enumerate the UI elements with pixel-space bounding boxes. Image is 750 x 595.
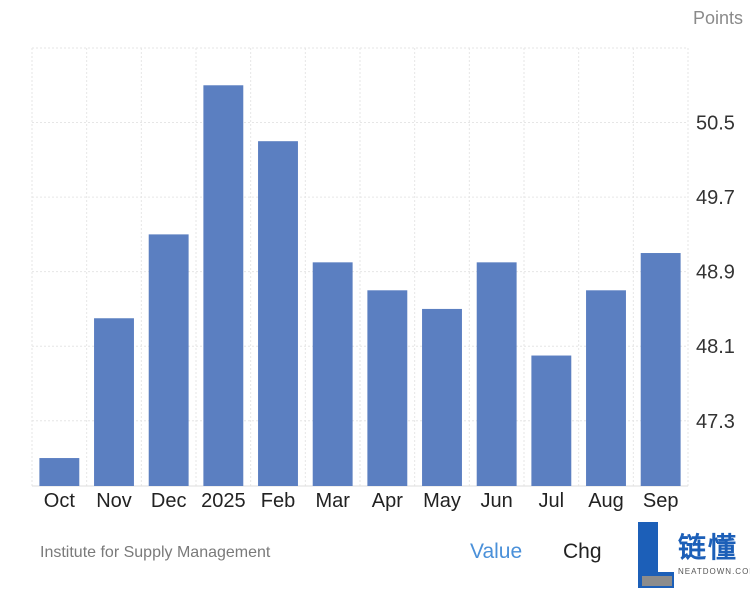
x-tick-label: Aug	[588, 490, 624, 512]
y-tick-label: 49.7	[696, 187, 735, 209]
x-tick-label: Sep	[643, 490, 679, 512]
value-tab[interactable]: Value	[470, 540, 523, 563]
bar-jun[interactable]	[476, 262, 517, 486]
bar-apr[interactable]	[367, 290, 408, 486]
y-axis-ticks: 47.3 48.1 48.9 49.7 50.5	[696, 113, 735, 433]
bar-jul[interactable]	[531, 355, 572, 486]
y-tick-label: 48.1	[696, 336, 735, 358]
x-tick-label: May	[423, 490, 461, 512]
watermark-logo: 链懂 NEATDOWN.COM	[636, 520, 750, 590]
x-tick-label: 2025	[201, 490, 246, 512]
x-tick-label: Mar	[315, 490, 350, 512]
bars	[39, 85, 681, 487]
y-tick-label: 48.9	[696, 262, 735, 284]
bar-sep[interactable]	[640, 253, 681, 486]
x-tick-label: Jul	[539, 490, 565, 512]
bar-feb[interactable]	[258, 141, 298, 487]
y-axis-unit-label: Points	[693, 8, 743, 28]
bar-oct[interactable]	[39, 458, 80, 486]
logo-mark-icon	[638, 522, 674, 588]
x-tick-label: Feb	[261, 490, 295, 512]
x-tick-label: Dec	[151, 490, 187, 512]
bar-mar[interactable]	[312, 262, 353, 486]
bar-nov[interactable]	[94, 318, 134, 486]
bar-2025[interactable]	[203, 85, 244, 486]
chg-tab[interactable]: Chg	[563, 540, 602, 563]
x-tick-label: Jun	[481, 490, 513, 512]
x-tick-label: Apr	[372, 490, 403, 512]
bar-may[interactable]	[422, 308, 462, 486]
x-tick-label: Oct	[44, 490, 76, 512]
logo-subtext: NEATDOWN.COM	[678, 567, 750, 576]
y-tick-label: 50.5	[696, 113, 735, 135]
source-label: Institute for Supply Management	[40, 544, 271, 561]
x-tick-label: Nov	[96, 490, 132, 512]
bar-aug[interactable]	[586, 290, 626, 486]
y-tick-label: 47.3	[696, 411, 735, 433]
logo-text: 链懂	[678, 532, 739, 563]
grid	[31, 47, 689, 487]
bar-dec[interactable]	[148, 234, 189, 486]
x-axis-ticks: Oct Nov Dec 2025 Feb Mar Apr May Jun Jul Aug Sep	[44, 490, 679, 512]
